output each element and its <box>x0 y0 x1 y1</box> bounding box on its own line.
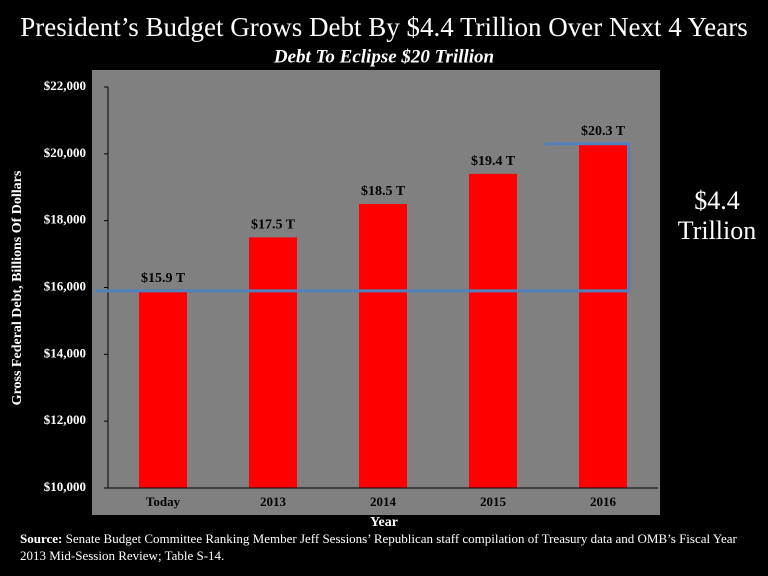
bar <box>359 203 407 489</box>
y-tick-label: $14,000 <box>44 345 86 360</box>
x-tick-label: 2015 <box>480 494 507 509</box>
y-tick-label: $22,000 <box>44 78 86 93</box>
value-label: $15.9 T <box>141 271 186 286</box>
annotation: $4.4 Trillion <box>677 186 757 245</box>
y-tick-label: $10,000 <box>44 479 86 494</box>
bar <box>579 143 627 488</box>
y-tick-label: $20,000 <box>44 145 86 160</box>
y-tick-label: $12,000 <box>44 412 86 427</box>
x-tick-label: 2014 <box>370 494 397 509</box>
source-note: Source: Senate Budget Committee Ranking … <box>20 530 760 564</box>
x-tick-label: 2016 <box>590 494 617 509</box>
x-tick-label: Today <box>146 494 181 509</box>
bar <box>469 173 517 488</box>
bar <box>249 237 297 488</box>
y-tick-label: $18,000 <box>44 212 86 227</box>
chart-title: President’s Budget Grows Debt By $4.4 Tr… <box>20 12 748 42</box>
chart-subtitle: Debt To Eclipse $20 Trillion <box>273 46 494 67</box>
y-tick-label: $16,000 <box>44 278 86 293</box>
bar <box>139 290 187 488</box>
source-label: Source: <box>20 531 63 546</box>
source-text: Senate Budget Committee Ranking Member J… <box>20 531 737 563</box>
value-label: $20.3 T <box>581 124 626 139</box>
x-tick-label: 2013 <box>260 494 287 509</box>
y-axis-title: Gross Federal Debt, Billions Of Dollars <box>10 170 25 405</box>
x-axis-title: Year <box>370 515 398 530</box>
value-label: $18.5 T <box>361 184 406 199</box>
value-label: $19.4 T <box>471 154 516 169</box>
value-label: $17.5 T <box>251 218 296 233</box>
